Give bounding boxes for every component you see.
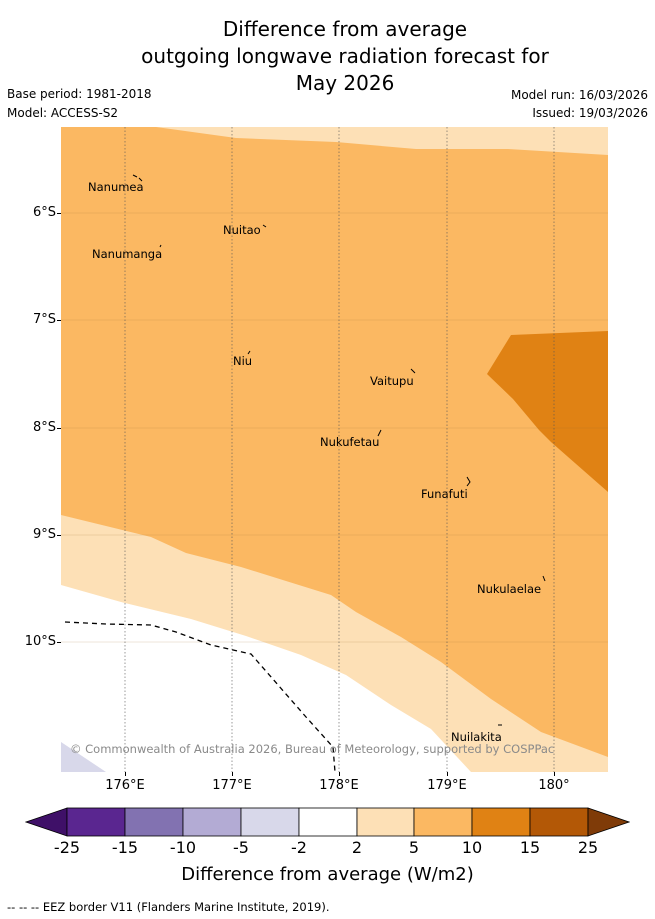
field-2-5-north [156, 127, 608, 155]
lon-label: 177°E [212, 778, 252, 793]
place-label: Vaitupu [370, 374, 414, 388]
lon-tick [232, 772, 233, 776]
lon-tick [447, 772, 448, 776]
island-nanumanga [159, 244, 162, 248]
eez-border [64, 621, 336, 772]
colorbar-bin [182, 807, 242, 837]
place-label: Nanumea [88, 180, 144, 194]
lat-tick [57, 535, 61, 536]
island-nukufetau [377, 429, 382, 437]
lat-label: 9°S [32, 527, 56, 542]
colorbar-tick-label: -10 [169, 838, 197, 857]
colorbar-tick-label: -15 [111, 838, 139, 857]
field-10-15 [487, 331, 608, 492]
island-vaitupu [410, 368, 416, 374]
lon-label: 178°E [319, 778, 359, 793]
lat-label: 10°S [24, 634, 56, 649]
lat-label: 8°S [32, 420, 56, 435]
title-line-1: Difference from average [222, 17, 468, 41]
lon-label: 179°E [427, 778, 467, 793]
colorbar-bin [471, 807, 531, 837]
island-nuitao [262, 224, 267, 228]
field-neutral [61, 585, 471, 772]
place-label: Nukulaelae [477, 582, 542, 596]
map-title: Difference from average outgoing longwav… [0, 16, 655, 97]
colorbar-tick-label: 5 [408, 838, 420, 857]
colorbar-bin [298, 807, 358, 837]
colorbar-bin [356, 807, 415, 837]
eez-legend: -- -- -- EEZ border V11 (Flanders Marine… [7, 900, 330, 914]
place-label: Nuilakita [451, 730, 502, 744]
colorbar-tick-label: -5 [233, 838, 249, 857]
colorbar-bin [66, 807, 126, 837]
lon-tick [339, 772, 340, 776]
island-funafuti [466, 476, 471, 487]
island-nanumea [132, 174, 143, 182]
colorbar-extend-low [25, 807, 68, 837]
lat-tick [57, 642, 61, 643]
colorbar-bin [240, 807, 300, 837]
copyright-text: © Commonwealth of Australia 2026, Bureau… [70, 742, 555, 756]
field-minus-5-2 [61, 742, 106, 772]
lat-gridlines [61, 212, 608, 643]
colorbar-bin [413, 807, 473, 837]
lon-tick [125, 772, 126, 776]
lat-label: 6°S [32, 205, 56, 220]
title-line-2: outgoing longwave radiation forecast for [141, 44, 549, 68]
issued-text: Issued: 19/03/2026 [532, 106, 648, 120]
island-nukulaelae [542, 575, 546, 582]
lat-tick [57, 213, 61, 214]
colorbar-bin [124, 807, 184, 837]
colorbar-tick-label: 2 [351, 838, 363, 857]
island-niu [247, 350, 251, 355]
lon-label: 180° [538, 778, 570, 793]
lat-tick [57, 320, 61, 321]
place-label: Nuitao [223, 223, 261, 237]
colorbar-extend-high [587, 807, 630, 837]
map-area: Nanumea Nuitao Nanumanga Niu Vaitupu Nuk… [61, 127, 608, 772]
colorbar-tick-label: 10 [461, 838, 483, 857]
model-text: Model: ACCESS-S2 [7, 106, 119, 120]
place-label: Nukufetau [320, 435, 380, 449]
lat-tick [57, 428, 61, 429]
place-label: Nanumanga [92, 247, 163, 261]
colorbar [25, 807, 630, 837]
title-line-3: May 2026 [295, 71, 395, 95]
colorbar-title: Difference from average (W/m2) [181, 864, 474, 885]
colorbar-tick-label: -2 [291, 838, 307, 857]
place-label: Niu [233, 354, 253, 368]
lon-label: 176°E [105, 778, 145, 793]
lon-gridlines [124, 127, 555, 772]
islands [132, 174, 546, 726]
place-label: Funafuti [421, 487, 468, 501]
model-run-text: Model run: 16/03/2026 [510, 88, 648, 102]
colorbar-tick-label: 15 [519, 838, 541, 857]
colorbar-tick-label: -25 [53, 838, 81, 857]
colorbar-bin [529, 807, 589, 837]
base-period-text: Base period: 1981-2018 [7, 87, 152, 101]
map-canvas [61, 127, 608, 772]
colorbar-tick-label: 25 [577, 838, 599, 857]
lat-label: 7°S [32, 312, 56, 327]
lon-tick [554, 772, 555, 776]
